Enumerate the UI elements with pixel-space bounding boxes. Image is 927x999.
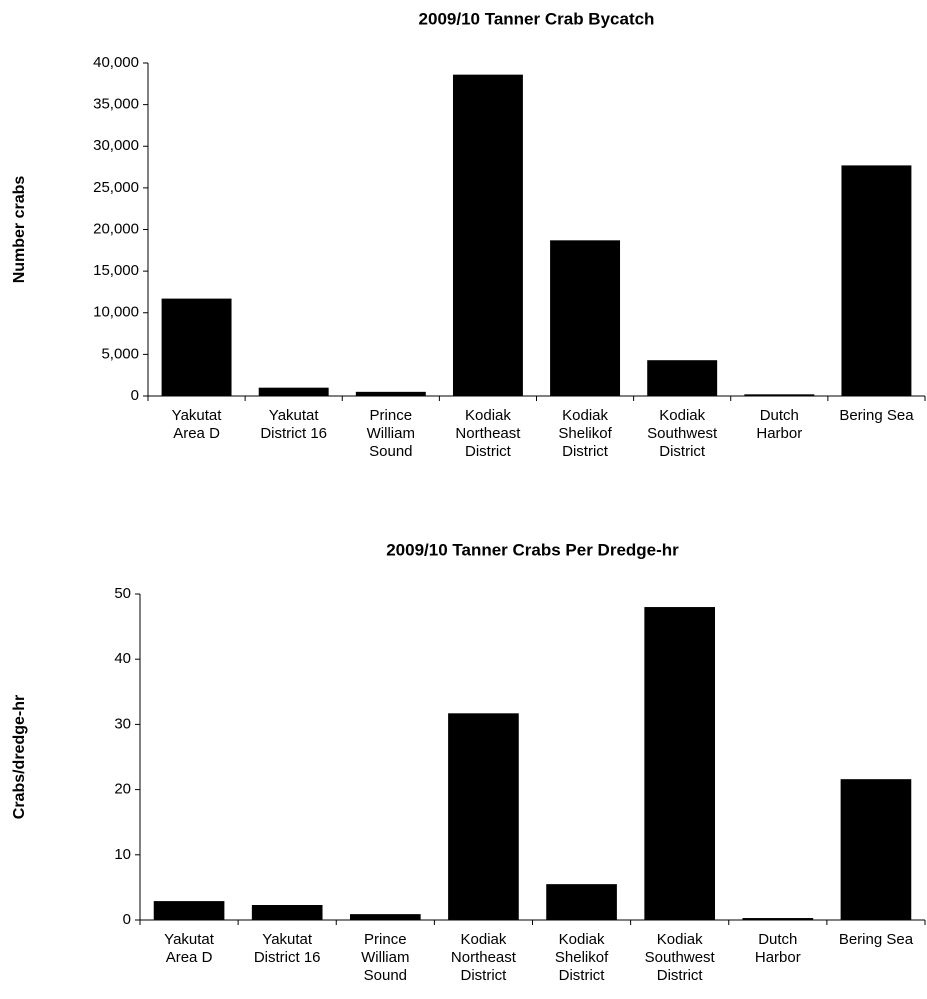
x-tick-label: Kodiak <box>657 931 703 948</box>
y-tick-label: 0 <box>131 387 139 404</box>
y-tick-label: 10 <box>114 846 131 863</box>
y-tick-label: 20,000 <box>93 220 139 237</box>
x-tick-label: Area D <box>166 949 213 966</box>
x-tick-label: District <box>657 967 704 984</box>
x-tick-label: Kodiak <box>659 407 705 424</box>
y-tick-label: 30,000 <box>93 137 139 154</box>
x-tick-label: District <box>465 443 512 460</box>
y-tick-label: 5,000 <box>101 345 139 362</box>
x-tick-label: Prince <box>370 407 413 424</box>
x-tick-label: Northeast <box>455 425 521 442</box>
bar <box>546 884 617 920</box>
x-tick-label: Shelikof <box>555 949 609 966</box>
x-tick-label: Harbor <box>755 949 801 966</box>
chart-title: 2009/10 Tanner Crab Bycatch <box>419 9 655 28</box>
bar <box>349 914 421 920</box>
x-tick-label: Dutch <box>760 407 799 424</box>
bar <box>251 905 323 920</box>
chart-title: 2009/10 Tanner Crabs Per Dredge-hr <box>386 540 679 559</box>
bar <box>161 298 232 396</box>
y-tick-label: 25,000 <box>93 179 139 196</box>
bar <box>452 74 523 396</box>
y-tick-label: 20 <box>114 781 131 798</box>
x-tick-label: District 16 <box>254 949 321 966</box>
x-tick-label: Bering Sea <box>839 931 914 948</box>
x-tick-label: District <box>559 967 606 984</box>
bar <box>355 391 426 396</box>
y-tick-label: 10,000 <box>93 304 139 321</box>
x-tick-label: Bering Sea <box>839 407 914 424</box>
x-tick-label: Dutch <box>758 931 797 948</box>
bar <box>153 901 225 920</box>
x-tick-label: Yakutat <box>172 407 223 424</box>
bar <box>744 394 815 396</box>
bar <box>647 360 718 396</box>
x-tick-label: District <box>461 967 508 984</box>
x-tick-label: Kodiak <box>559 931 605 948</box>
y-tick-label: 15,000 <box>93 262 139 279</box>
y-tick-label: 50 <box>114 585 131 602</box>
bar <box>258 387 329 396</box>
y-tick-label: 0 <box>123 911 131 928</box>
y-tick-label: 35,000 <box>93 96 139 113</box>
x-tick-label: Shelikof <box>558 425 612 442</box>
y-axis-label: Crabs/dredge-hr <box>11 695 28 819</box>
x-tick-label: District <box>659 443 706 460</box>
x-tick-label: Southwest <box>645 949 716 966</box>
bar <box>448 713 519 920</box>
x-tick-label: William <box>367 425 415 442</box>
bar <box>841 165 912 396</box>
x-tick-label: Yakutat <box>262 931 313 948</box>
x-tick-label: Kodiak <box>465 407 511 424</box>
x-tick-label: William <box>361 949 409 966</box>
y-tick-label: 30 <box>114 715 131 732</box>
x-tick-label: Northeast <box>451 949 517 966</box>
y-tick-label: 40 <box>114 650 131 667</box>
y-tick-label: 40,000 <box>93 54 139 71</box>
x-tick-label: Harbor <box>756 425 802 442</box>
x-tick-label: Prince <box>364 931 407 948</box>
x-tick-label: District 16 <box>260 425 327 442</box>
bar <box>550 240 621 396</box>
bar <box>644 607 716 920</box>
x-tick-label: Yakutat <box>164 931 215 948</box>
x-tick-label: Kodiak <box>562 407 608 424</box>
x-tick-label: Southwest <box>647 425 718 442</box>
x-tick-label: Yakutat <box>269 407 320 424</box>
y-axis-label: Number crabs <box>11 176 28 284</box>
bar <box>742 918 814 920</box>
x-tick-label: District <box>562 443 609 460</box>
x-tick-label: Kodiak <box>461 931 507 948</box>
x-tick-label: Sound <box>364 967 407 984</box>
bar <box>840 779 912 920</box>
x-tick-label: Sound <box>369 443 412 460</box>
x-tick-label: Area D <box>173 425 220 442</box>
